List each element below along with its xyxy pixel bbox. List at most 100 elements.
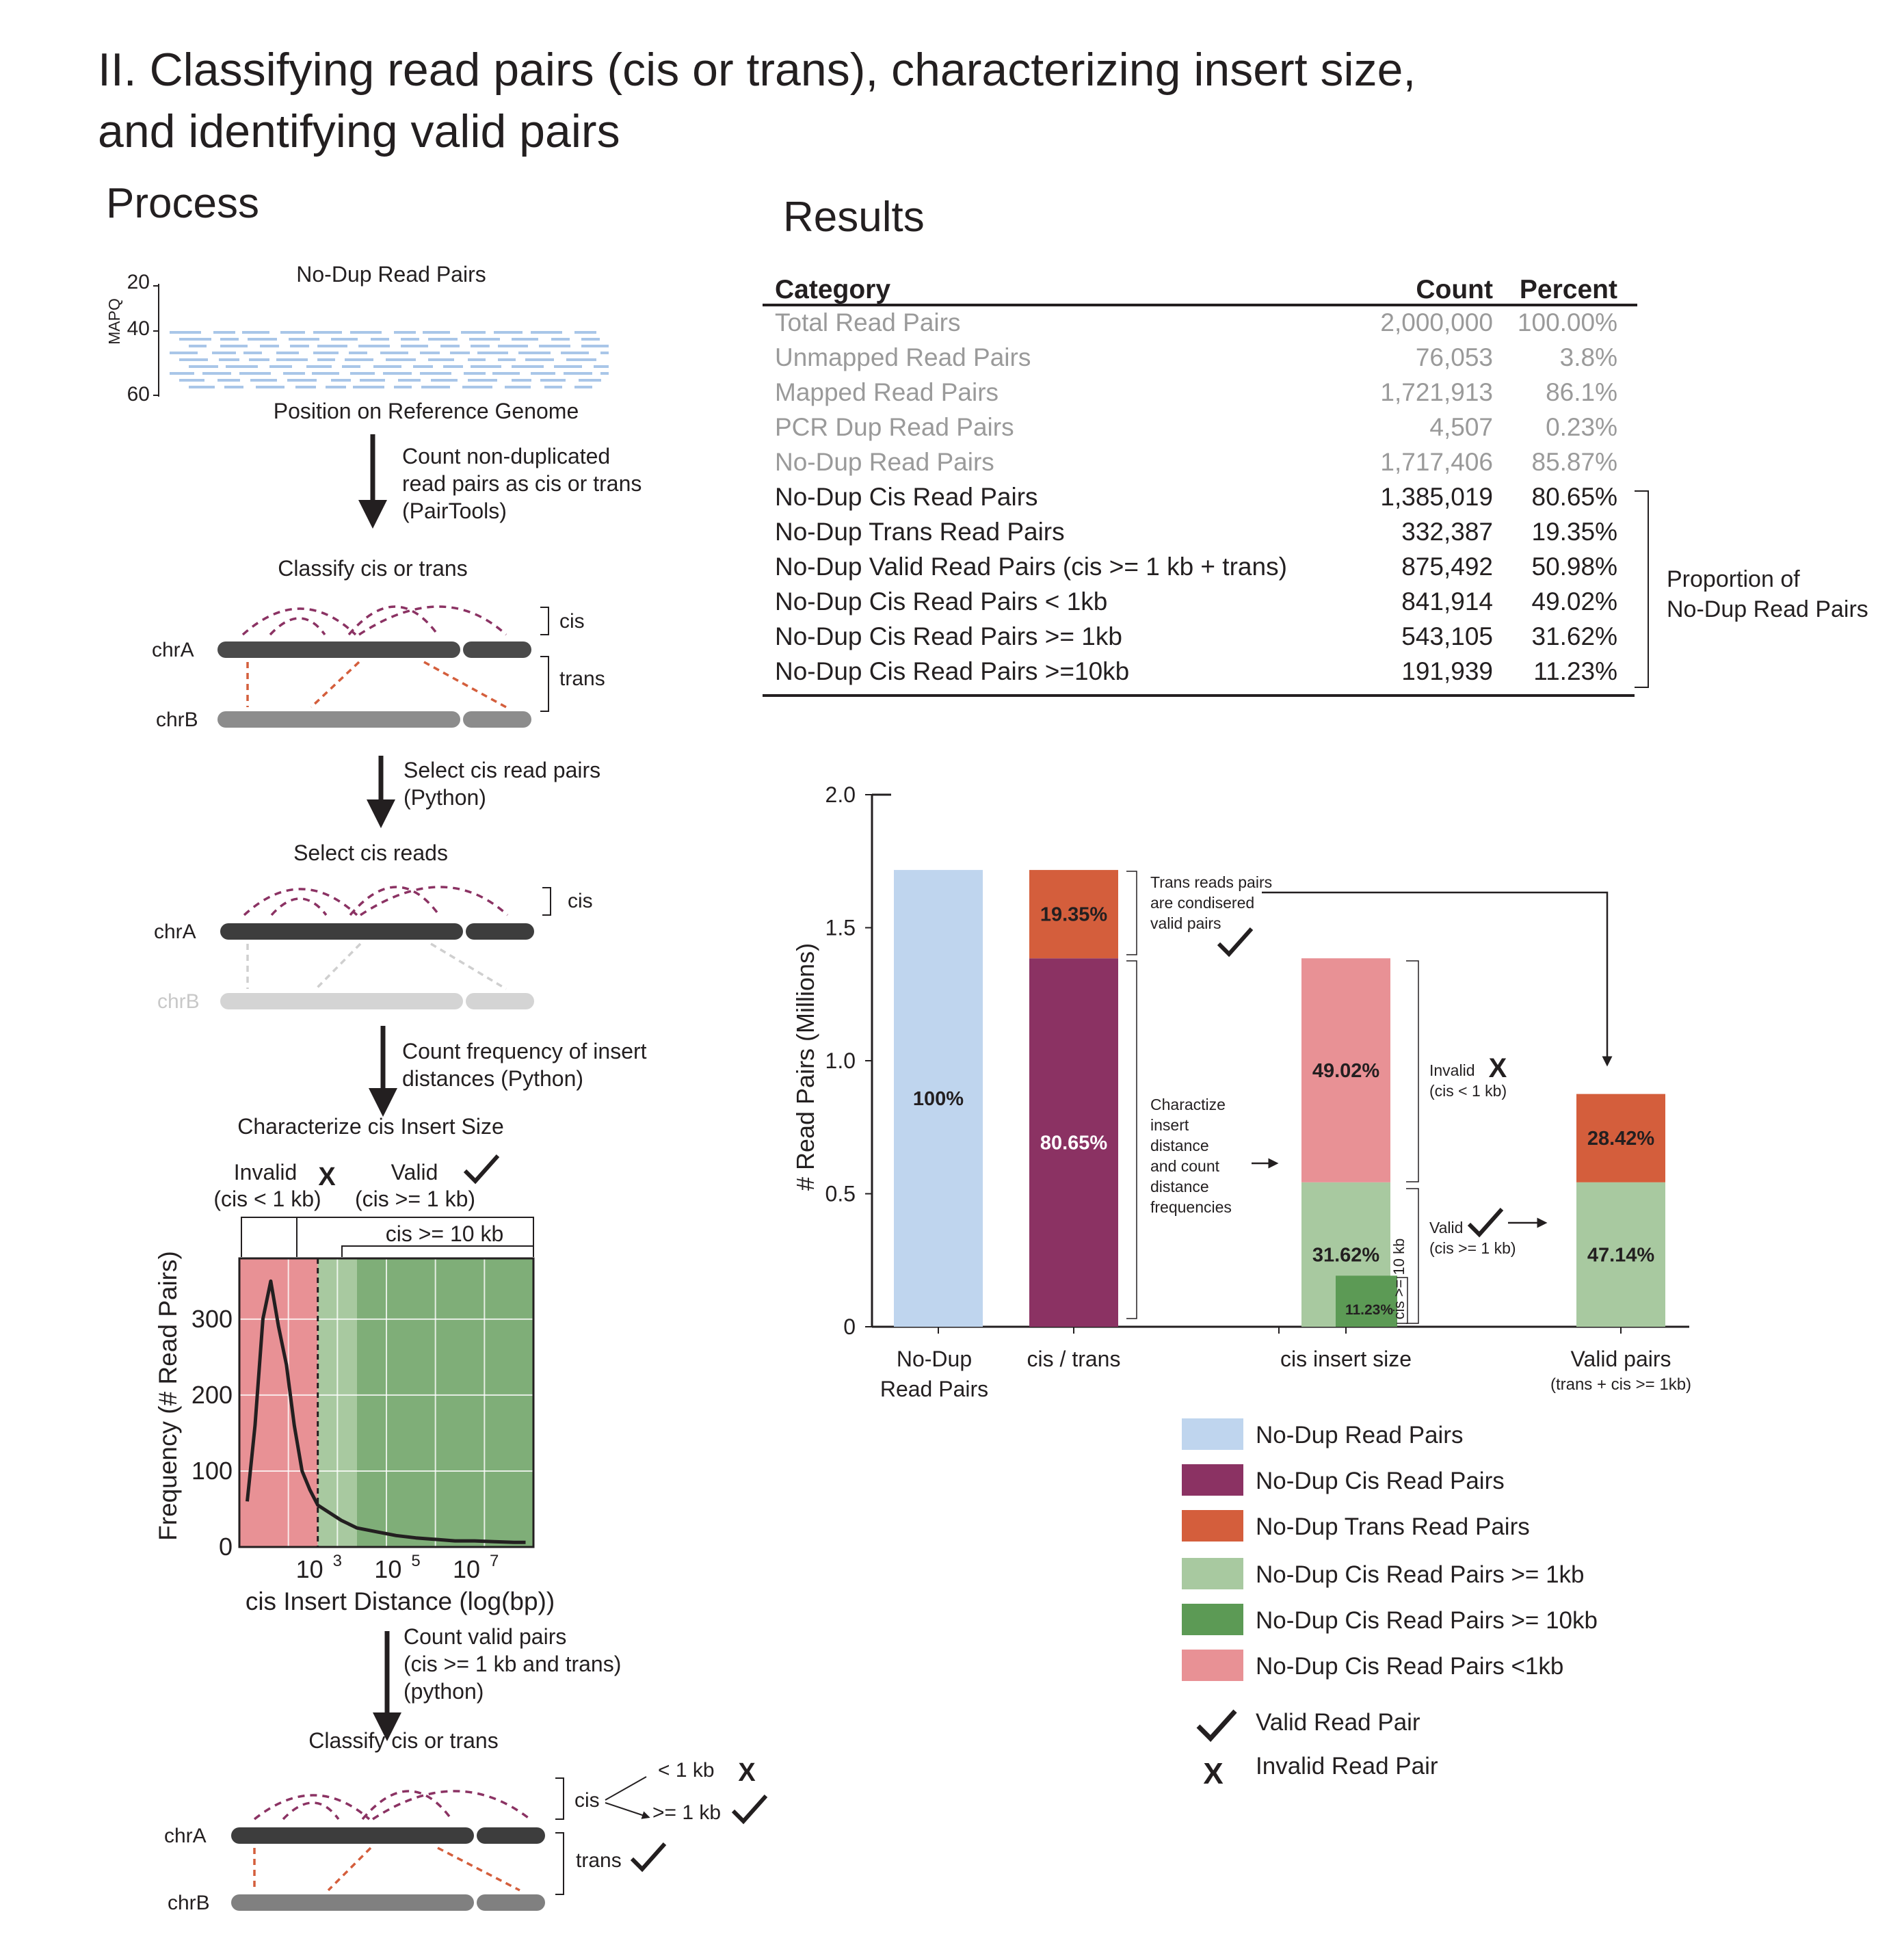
x-category-label: Valid pairs [1570,1347,1671,1371]
stage4-x-icon: X [738,1758,756,1787]
bar-segment [1029,958,1118,1327]
legend-swatch [1182,1510,1243,1542]
table-header-count: Count [1416,275,1493,304]
hist-x-tick-label: 10 [296,1555,323,1583]
read-pair-segments [170,331,609,388]
table-cell-category: No-Dup Trans Read Pairs [775,518,1065,546]
chrA-bar-end [463,641,531,658]
stage3-x-icon: X [318,1163,336,1191]
step4-line3: (python) [404,1679,484,1704]
x-category-label: cis insert size [1280,1347,1412,1371]
table-cell-percent: 11.23% [1533,657,1617,685]
mapq-tick-60: 60 [127,383,150,406]
bar-segment [1301,958,1390,1182]
stage4-check-icon-1 [731,1795,768,1825]
hist-y-tick-label: 200 [191,1381,233,1409]
bar-data-label: 100% [913,1088,964,1110]
bar-data-label: 19.35% [1040,904,1108,926]
table-cell-category: No-Dup Valid Read Pairs (cis >= 1 kb + t… [775,553,1287,581]
table-cell-percent: 49.02% [1532,587,1618,616]
table-cell-category: PCR Dup Read Pairs [775,413,1014,441]
legend-label: No-Dup Cis Read Pairs [1256,1468,1505,1494]
table-bracket-note-line1: Proportion of [1667,566,1800,592]
stage4-lt1kb-label: < 1 kb [658,1759,715,1782]
table-cell-percent: 50.98% [1532,553,1618,581]
hist-x-tick-exponent: 5 [411,1552,420,1570]
y-tick-label: 1.0 [825,1048,856,1073]
table-cell-count: 543,105 [1401,622,1493,650]
stage4-chrA-label: chrA [164,1825,207,1847]
table-cell-category: No-Dup Cis Read Pairs [775,483,1038,511]
hist-y-tick-label: 300 [191,1305,233,1333]
stage4-trans-label: trans [576,1849,622,1872]
table-cell-percent: 31.62% [1532,622,1618,650]
stage3-check-icon [463,1154,500,1185]
characterize-note-line5: distance [1150,1178,1209,1195]
stage4-ge1kb-label: >= 1 kb [652,1801,721,1824]
table-cell-count: 4,507 [1429,413,1493,441]
chrB-bar [217,711,460,728]
legend-label: No-Dup Cis Read Pairs >= 1kb [1256,1561,1585,1588]
table-cell-count: 191,939 [1401,657,1493,685]
characterize-note-line3: distance [1150,1137,1209,1154]
invalid-note-x-icon: X [1489,1053,1507,1083]
check-icon [1196,1709,1237,1743]
legend-label: No-Dup Cis Read Pairs >= 10kb [1256,1607,1598,1634]
table-header-percent: Percent [1520,275,1617,304]
mapq-tick-40: 40 [127,317,150,340]
bar-chart-annotations: Trans reads pairs are condisered valid p… [1126,871,1613,1324]
x-category-label: cis / trans [1027,1347,1121,1371]
table-cell-count: 76,053 [1416,343,1493,371]
stage1-chrA-label: chrA [152,639,194,661]
readpairs-plot: No-Dup Read Pairs 20 40 60 MAPQ Position… [105,262,609,423]
y-tick-label: 2.0 [825,782,856,807]
step3-line2: distances (Python) [402,1066,583,1091]
step1-line3: (PairTools) [402,499,507,523]
legend-label: Invalid Read Pair [1256,1753,1438,1779]
x-category-label: No-Dup [897,1347,972,1371]
bar-data-label: 47.14% [1587,1244,1655,1266]
trans-note-line1: Trans reads pairs [1150,873,1272,891]
table-cell-category: No-Dup Cis Read Pairs >=10kb [775,657,1129,685]
stage3-valid-label: Valid [391,1160,438,1185]
stage2-chrB-label: chrB [157,990,200,1013]
stage4-diagram: chrA chrB cis < 1 kb >= 1 kb X trans [164,1758,768,1914]
bar-data-label: 31.62% [1312,1244,1380,1266]
characterize-note-line4: and count [1150,1157,1220,1175]
results-table: Category Count Percent Total Read Pairs 2… [763,275,1868,697]
stage3-title: Characterize cis Insert Size [237,1114,503,1139]
bar-segment [1029,870,1118,959]
stage1-cis-label: cis [559,610,585,633]
hist-x-tick-label: 10 [374,1555,401,1583]
table-cell-count: 332,387 [1401,518,1493,546]
legend-swatch [1182,1650,1243,1681]
y-axis-title: # Read Pairs (Millions) [791,943,819,1191]
stage4-title: Classify cis or trans [308,1728,498,1753]
legend-swatch [1182,1604,1243,1635]
step1-line1: Count non-duplicated [402,444,610,468]
table-cell-category: Mapped Read Pairs [775,378,999,406]
x-category-label: Read Pairs [880,1377,988,1401]
step3-line1: Count frequency of insert [402,1039,647,1063]
histogram-region [357,1258,533,1547]
step2-line1: Select cis read pairs [404,758,600,782]
y-tick-label: 0 [843,1314,856,1339]
trans-note-line2: are condisered [1150,894,1254,912]
bar-data-label: 49.02% [1312,1060,1380,1082]
step4-line1: Count valid pairs [404,1624,566,1649]
stage4-cis-label: cis [574,1789,600,1812]
table-body: Total Read Pairs 2,000,000 100.00% Unmapped… [775,308,1617,685]
table-header-category: Category [775,275,890,304]
table-cell-count: 1,717,406 [1380,448,1493,476]
table-cell-percent: 85.87% [1532,448,1618,476]
bar-segment [1576,1182,1665,1327]
histogram-frame [238,1257,535,1548]
bar-data-label: 80.65% [1040,1133,1108,1154]
table-cell-percent: 0.23% [1546,413,1617,441]
hist-y-tick-label: 100 [191,1457,233,1485]
legend-label: No-Dup Trans Read Pairs [1256,1513,1530,1540]
table-cell-count: 841,914 [1401,587,1493,616]
y-tick-label: 0.5 [825,1182,856,1206]
table-cell-category: No-Dup Read Pairs [775,448,994,476]
